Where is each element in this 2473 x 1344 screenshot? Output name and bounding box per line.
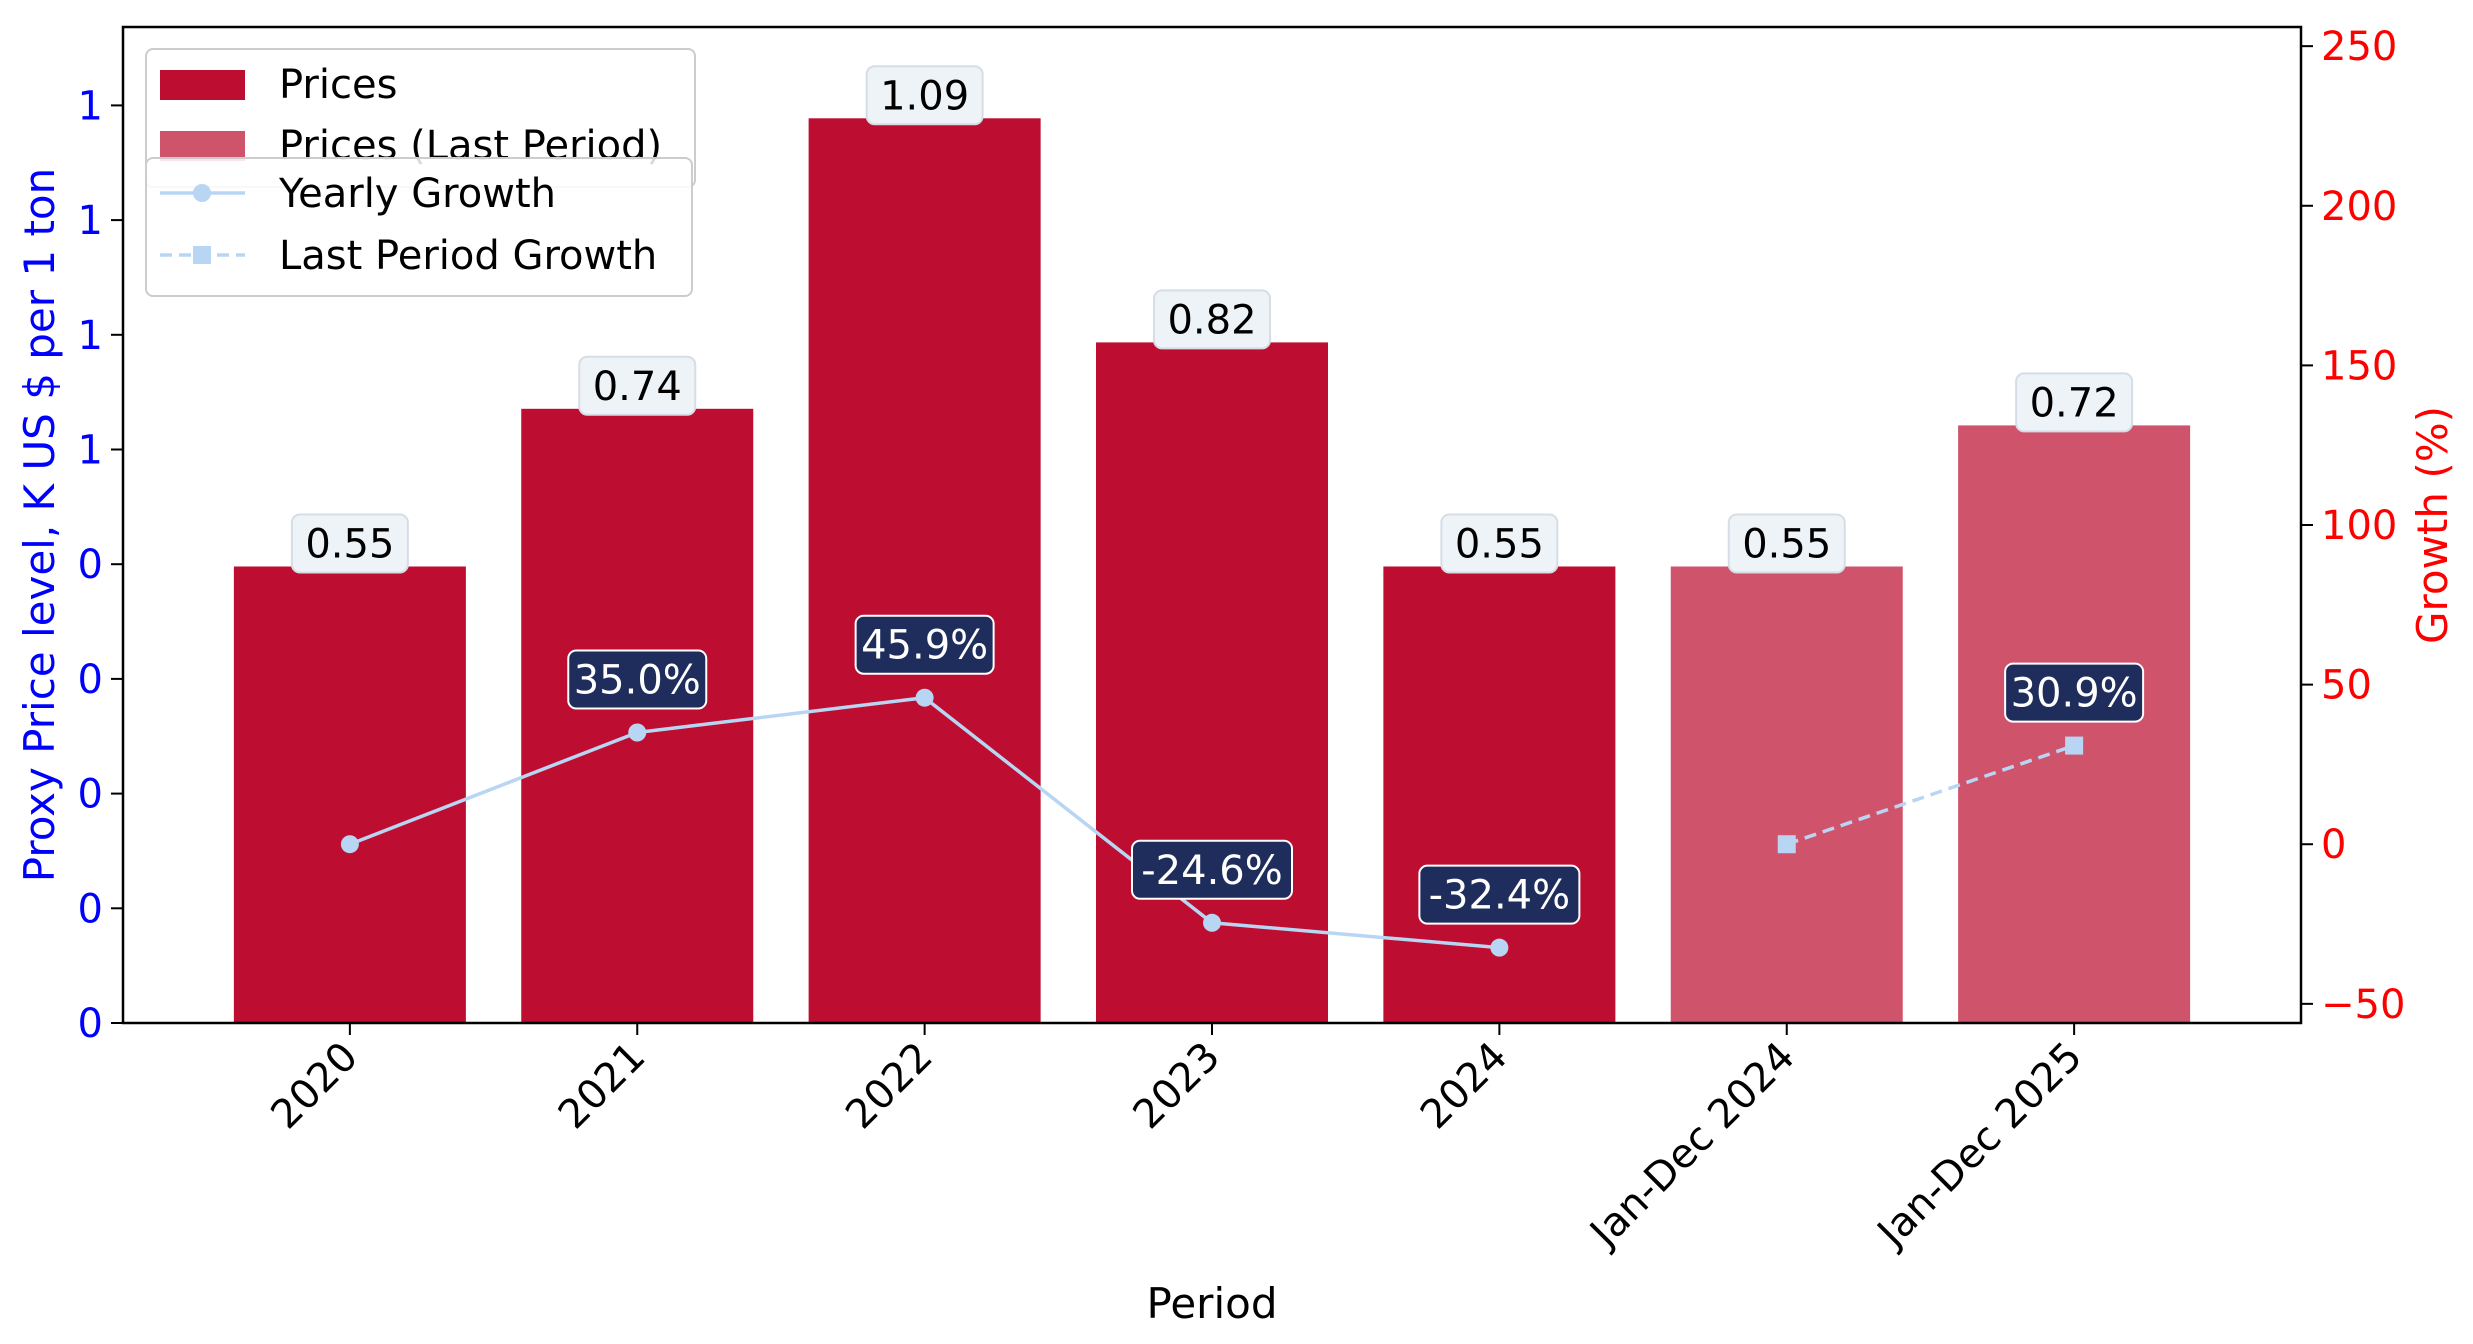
left-y-axis-title: Proxy Price level, K US $ per 1 ton [15, 168, 64, 882]
left-tick-label-0: 0 [78, 1001, 103, 1047]
growth-label-4: -32.4% [1429, 873, 1571, 919]
growth-label-1-box [567, 649, 708, 710]
x-tick-label-6: Jan-Dec 2025 [1867, 1034, 2091, 1258]
price-label-3-box [1153, 289, 1271, 350]
bar-prices-3 [1096, 342, 1328, 1023]
point-yearly-growth-0 [340, 835, 359, 854]
left-tick-label-6: 1 [78, 313, 103, 359]
price-label-2: 1.09 [880, 73, 969, 119]
price-label-2-box [865, 65, 984, 126]
price-label-0-box [290, 513, 409, 574]
x-axis-title: Period [1147, 1279, 1278, 1328]
price-label-4-box [1440, 513, 1559, 574]
price-label-1: 0.74 [593, 364, 682, 410]
right-y-axis-title: Growth (%) [2408, 406, 2457, 644]
left-tick-label-2: 0 [78, 772, 103, 818]
x-tick-label-3: 2023 [1125, 1034, 1230, 1139]
x-tick-label-1: 2021 [550, 1034, 655, 1139]
legend-swatch-prices [160, 70, 245, 100]
price-label-5: 0.55 [1742, 522, 1831, 568]
price-label-1-box [578, 355, 697, 416]
bar-prices-2 [808, 118, 1041, 1024]
x-tick-label-4: 2024 [1412, 1034, 1517, 1139]
line-last-period-growth [1786, 743, 2075, 846]
legend-label-last-period-growth: Last Period Growth [279, 233, 657, 279]
left-tick-label-8: 1 [78, 83, 103, 129]
x-tick-label-5: Jan-Dec 2024 [1580, 1034, 1804, 1258]
legend-swatch-last-period [160, 131, 245, 161]
right-tick-label-6: 250 [2321, 24, 2397, 70]
legend-label-yearly-growth: Yearly Growth [278, 171, 556, 217]
bar-last-period-5 [1670, 566, 1903, 1023]
bar-last-period-6 [1958, 425, 2191, 1023]
left-tick-label-7: 1 [78, 198, 103, 244]
point-last-period-growth-6 [2065, 736, 2084, 755]
price-label-6-box [2015, 372, 2134, 433]
growth-label-3-box [1131, 839, 1293, 900]
growth-label-3: -24.6% [1141, 848, 1283, 894]
legend-growth-frame [145, 157, 693, 297]
left-tick-label-4: 0 [78, 542, 103, 588]
point-last-period-growth-5 [1777, 835, 1796, 854]
right-tick-label-3: 100 [2321, 503, 2397, 549]
right-tick-label-5: 200 [2321, 184, 2397, 230]
price-label-0: 0.55 [305, 522, 394, 568]
point-yearly-growth-2 [915, 688, 934, 707]
legend-marker-last-period-growth [193, 246, 211, 264]
left-tick-label-3: 0 [78, 657, 103, 703]
right-tick-label-0: −50 [2321, 982, 2405, 1028]
left-tick-label-5: 1 [78, 428, 103, 474]
left-tick-label-1: 0 [78, 886, 103, 932]
price-label-5-box [1727, 513, 1846, 574]
price-label-3: 0.82 [1167, 297, 1256, 343]
bar-prices-0 [233, 566, 466, 1023]
point-yearly-growth-3 [1203, 913, 1221, 932]
point-yearly-growth-1 [628, 723, 647, 742]
right-tick-label-4: 150 [2321, 343, 2397, 389]
growth-label-4-box [1418, 864, 1581, 925]
labels-layer: 0.55 0.74 1.09 0.82 0.55 0.55 0.72 35.0% 45.9% -2… [290, 65, 2145, 925]
growth-label-2-box [854, 614, 995, 675]
lines-layer [340, 688, 2084, 957]
price-label-4: 0.55 [1455, 522, 1544, 568]
point-yearly-growth-4 [1490, 938, 1509, 957]
legend-growth: Yearly Growth Last Period Growth [145, 157, 693, 297]
growth-label-2: 45.9% [861, 623, 988, 669]
x-tick-label-2: 2022 [837, 1034, 942, 1139]
right-tick-label-2: 50 [2321, 663, 2372, 709]
x-tick-label-0: 2020 [262, 1034, 367, 1139]
price-label-6: 0.72 [2030, 380, 2119, 426]
growth-label-6-box [2004, 662, 2145, 723]
legend-label-prices: Prices [279, 62, 397, 108]
bar-prices-1 [521, 408, 754, 1023]
legend-marker-yearly-growth [193, 184, 211, 202]
growth-label-6: 30.9% [2011, 671, 2138, 717]
right-tick-label-1: 0 [2321, 822, 2346, 868]
growth-label-1: 35.0% [574, 658, 701, 704]
